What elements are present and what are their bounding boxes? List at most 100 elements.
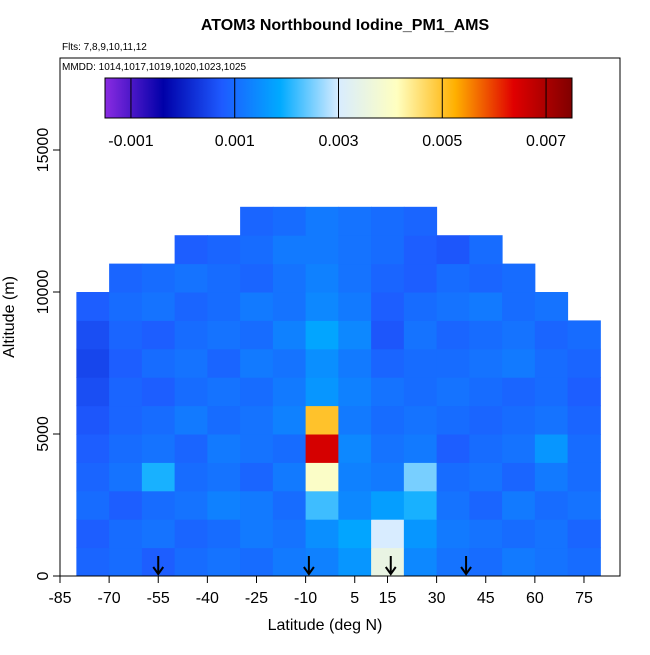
heatmap-cell — [305, 490, 339, 520]
heatmap-cell — [109, 263, 143, 293]
heatmap-cell — [371, 263, 405, 293]
heatmap-cell — [141, 292, 176, 321]
heatmap-cell — [109, 348, 143, 378]
heatmap-cell — [534, 490, 569, 520]
heatmap-cell — [436, 462, 470, 492]
heatmap-cell — [76, 320, 110, 350]
heatmap-cell — [240, 263, 274, 293]
heatmap-cell — [436, 320, 470, 350]
x-axis-label: Latitude (deg N) — [268, 617, 383, 634]
heatmap-cell — [141, 377, 176, 407]
heatmap-cell — [469, 235, 503, 265]
heatmap-cell — [272, 405, 307, 435]
heatmap-cell — [240, 405, 274, 435]
heatmap-cell — [338, 235, 372, 265]
heatmap-cell — [109, 519, 143, 549]
heatmap-cell — [272, 235, 307, 265]
heatmap-cell — [371, 206, 405, 236]
heatmap-cell — [502, 377, 536, 407]
heatmap-cell — [109, 320, 143, 350]
colorbar-tick-label: 0.005 — [422, 133, 462, 150]
heatmap-cell — [141, 434, 176, 463]
heatmap-cell — [502, 490, 536, 520]
heatmap-cell — [305, 377, 339, 407]
heatmap-cell — [534, 377, 569, 407]
y-tick-label: 10000 — [35, 270, 52, 315]
heatmap-cell — [272, 348, 307, 378]
heatmap-cell — [371, 405, 405, 435]
heatmap-cell — [567, 405, 601, 435]
heatmap-cell — [174, 462, 208, 492]
heatmap-cell — [403, 263, 438, 293]
arrow-head — [460, 566, 472, 576]
heatmap-cell — [338, 377, 372, 407]
heatmap-cell — [272, 263, 307, 293]
heatmap-cell — [76, 462, 110, 492]
heatmap-cell — [371, 320, 405, 350]
heatmap-cell — [371, 434, 405, 463]
heatmap-cell — [207, 405, 241, 435]
heatmap-cell — [371, 462, 405, 492]
heatmap-cell — [76, 434, 110, 463]
heatmap-cell — [240, 235, 274, 265]
heatmap-cell — [76, 377, 110, 407]
colorbar-tick-label: 0.003 — [318, 133, 358, 150]
heatmap-cell — [174, 490, 208, 520]
heatmap-cell — [436, 263, 470, 293]
heatmap-cell — [174, 377, 208, 407]
heatmap-cell — [207, 235, 241, 265]
heatmap-cell — [272, 377, 307, 407]
heatmap-cell — [141, 263, 176, 293]
heatmap-cell — [436, 405, 470, 435]
heatmap-cell — [502, 348, 536, 378]
heatmap-cell — [567, 320, 601, 350]
heatmap-cell — [502, 547, 536, 577]
heatmap-cell — [174, 292, 208, 321]
heatmap-cell — [240, 377, 274, 407]
x-tick-label: 60 — [526, 590, 544, 607]
heatmap-cell — [207, 434, 241, 463]
heatmap-cell — [534, 462, 569, 492]
colorbar-tick-label: 0.001 — [215, 133, 255, 150]
heatmap-cell — [338, 348, 372, 378]
heatmap-cell — [403, 547, 438, 577]
heatmap-cell — [240, 320, 274, 350]
heatmap-cell — [403, 235, 438, 265]
heatmap-cell — [371, 547, 405, 577]
x-tick-label: -10 — [294, 590, 317, 607]
heatmap-cell — [272, 519, 307, 549]
heatmap-cell — [338, 292, 372, 321]
x-tick-label: -85 — [48, 590, 71, 607]
heatmap-cell — [305, 348, 339, 378]
heatmap-cell — [272, 206, 307, 236]
heatmap-cell — [469, 292, 503, 321]
x-tick-label: -40 — [196, 590, 219, 607]
heatmap-cell — [207, 462, 241, 492]
heatmap-cell — [338, 405, 372, 435]
arrow-head — [303, 566, 315, 576]
heatmap-cell — [469, 519, 503, 549]
heatmap-cell — [534, 348, 569, 378]
heatmap-cell — [272, 434, 307, 463]
marker-arrow — [303, 556, 315, 576]
heatmap-cell — [272, 320, 307, 350]
heatmap-cell — [207, 292, 241, 321]
heatmap-cell — [272, 547, 307, 577]
heatmap-cell — [469, 320, 503, 350]
heatmap-cell — [240, 348, 274, 378]
heatmap-cell — [469, 405, 503, 435]
heatmap-cell — [403, 519, 438, 549]
x-tick-label: 45 — [477, 590, 495, 607]
heatmap-cell — [403, 320, 438, 350]
heatmap-cell — [338, 547, 372, 577]
heatmap-cell — [272, 490, 307, 520]
heatmap-cell — [436, 348, 470, 378]
heatmap-cell — [305, 320, 339, 350]
y-tick-label: 15000 — [35, 128, 52, 173]
heatmap-cell — [567, 462, 601, 492]
heatmap-cell — [174, 235, 208, 265]
heatmap-cell — [240, 462, 274, 492]
heatmap-cell — [338, 519, 372, 549]
heatmap-cell — [371, 235, 405, 265]
